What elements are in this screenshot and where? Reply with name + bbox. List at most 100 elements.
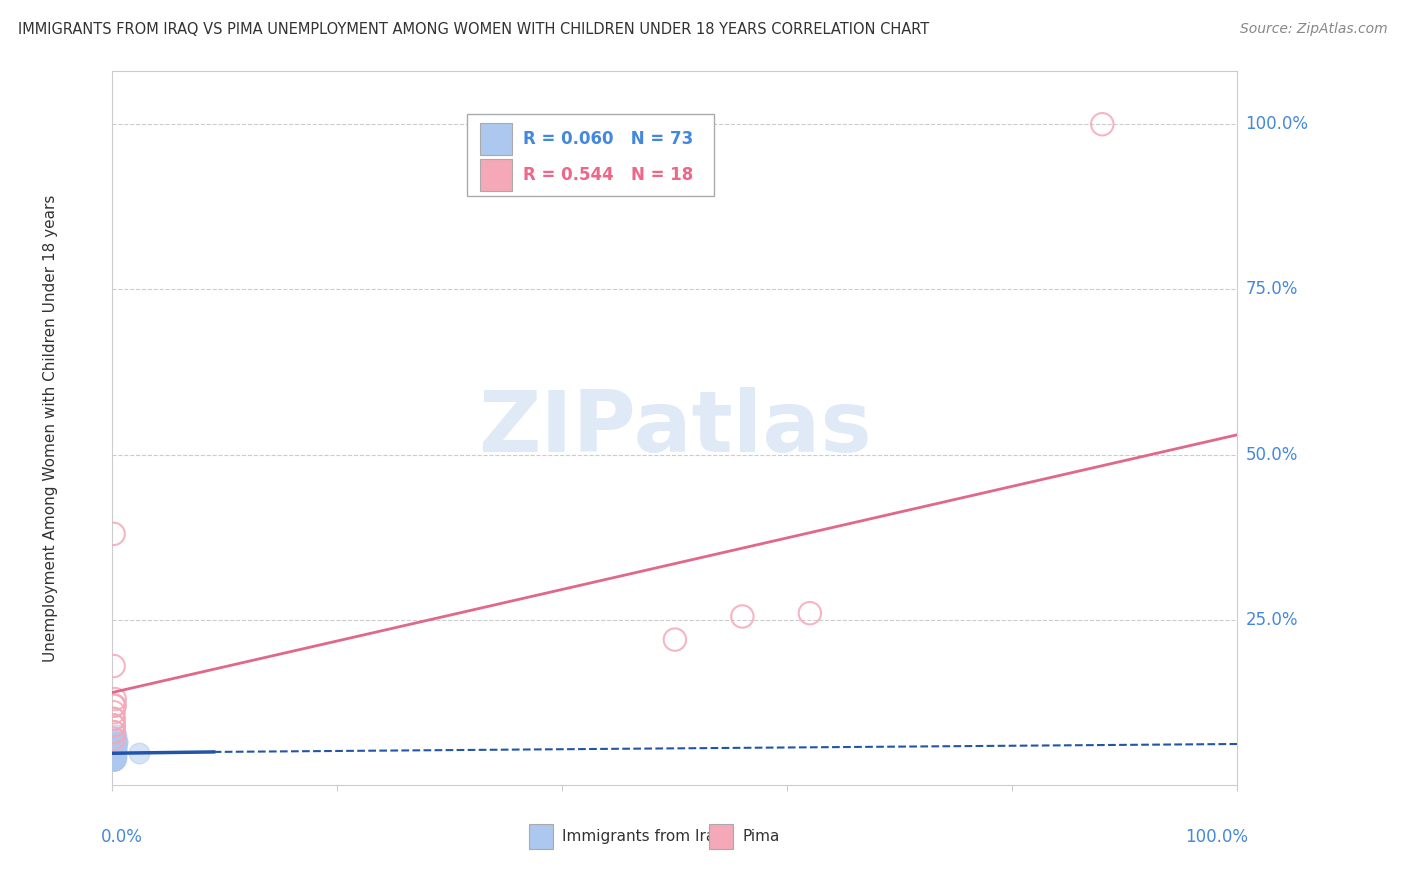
Point	[103, 750, 125, 764]
Point	[104, 739, 127, 753]
Point	[104, 740, 127, 755]
Text: Pima: Pima	[742, 829, 780, 844]
Point	[103, 753, 125, 767]
Point	[103, 753, 125, 767]
Point	[103, 748, 125, 763]
Point	[103, 753, 125, 767]
Point	[104, 739, 127, 753]
Point	[104, 748, 127, 763]
Point	[103, 527, 125, 541]
Point	[103, 746, 125, 760]
Point	[103, 731, 125, 746]
Point	[103, 725, 125, 739]
Point	[103, 725, 125, 739]
Point	[103, 746, 125, 760]
Point	[104, 739, 127, 753]
Point	[104, 745, 127, 759]
Point	[104, 748, 127, 763]
Text: 75.0%: 75.0%	[1246, 280, 1298, 299]
Point	[103, 750, 125, 764]
Bar	[709, 824, 734, 849]
Point	[103, 750, 125, 764]
Point	[104, 748, 127, 763]
Point	[104, 741, 127, 756]
Point	[104, 728, 127, 742]
Point	[103, 718, 125, 732]
Text: R = 0.544   N = 18: R = 0.544 N = 18	[523, 166, 693, 184]
Point	[104, 745, 127, 759]
Text: 100.0%: 100.0%	[1185, 828, 1249, 846]
Point	[104, 731, 127, 746]
Point	[103, 749, 125, 764]
Text: 25.0%: 25.0%	[1246, 611, 1298, 629]
Point	[104, 737, 127, 751]
Point	[104, 741, 127, 756]
Point	[103, 712, 125, 726]
Point	[103, 753, 125, 767]
Point	[664, 632, 686, 647]
Point	[103, 753, 125, 767]
Point	[103, 753, 125, 767]
Point	[103, 750, 125, 764]
Point	[103, 751, 125, 765]
Point	[103, 746, 125, 760]
Point	[104, 741, 127, 756]
Text: 0.0%: 0.0%	[101, 828, 143, 846]
Text: Unemployment Among Women with Children Under 18 years: Unemployment Among Women with Children U…	[44, 194, 58, 662]
Point	[104, 746, 127, 760]
Point	[103, 750, 125, 764]
Point	[103, 659, 125, 673]
Bar	[529, 824, 554, 849]
Point	[104, 741, 127, 756]
Point	[104, 745, 127, 759]
Point	[105, 735, 128, 749]
Point	[105, 735, 128, 749]
Point	[103, 753, 125, 767]
Point	[104, 743, 127, 757]
Point	[104, 748, 127, 763]
Point	[103, 745, 125, 759]
Point	[103, 748, 125, 763]
Point	[104, 751, 127, 765]
Point	[103, 698, 125, 713]
Point	[1091, 117, 1114, 131]
Bar	[481, 159, 512, 191]
Point	[104, 692, 127, 706]
FancyBboxPatch shape	[467, 114, 714, 196]
Point	[104, 741, 127, 756]
Text: Immigrants from Iraq: Immigrants from Iraq	[562, 829, 725, 844]
Point	[104, 748, 127, 763]
Text: R = 0.060   N = 73: R = 0.060 N = 73	[523, 130, 693, 148]
Point	[104, 743, 127, 757]
Point	[104, 741, 127, 756]
Point	[104, 745, 127, 759]
Point	[104, 741, 127, 756]
Text: Source: ZipAtlas.com: Source: ZipAtlas.com	[1240, 22, 1388, 37]
Point	[103, 751, 125, 765]
Text: 50.0%: 50.0%	[1246, 446, 1298, 464]
Point	[104, 741, 127, 756]
Point	[103, 751, 125, 765]
Point	[103, 706, 125, 720]
Point	[103, 718, 125, 732]
Point	[104, 748, 127, 763]
Point	[103, 749, 125, 764]
Point	[799, 606, 821, 620]
Point	[103, 751, 125, 765]
Point	[731, 609, 754, 624]
Point	[103, 753, 125, 767]
Point	[128, 746, 150, 760]
Point	[104, 745, 127, 759]
Bar	[481, 123, 512, 155]
Point	[103, 712, 125, 726]
Point	[104, 748, 127, 763]
Point	[103, 746, 125, 760]
Point	[104, 741, 127, 756]
Point	[104, 741, 127, 756]
Point	[103, 750, 125, 764]
Point	[104, 745, 127, 759]
Point	[103, 746, 125, 760]
Point	[103, 753, 125, 767]
Point	[103, 753, 125, 767]
Point	[103, 746, 125, 760]
